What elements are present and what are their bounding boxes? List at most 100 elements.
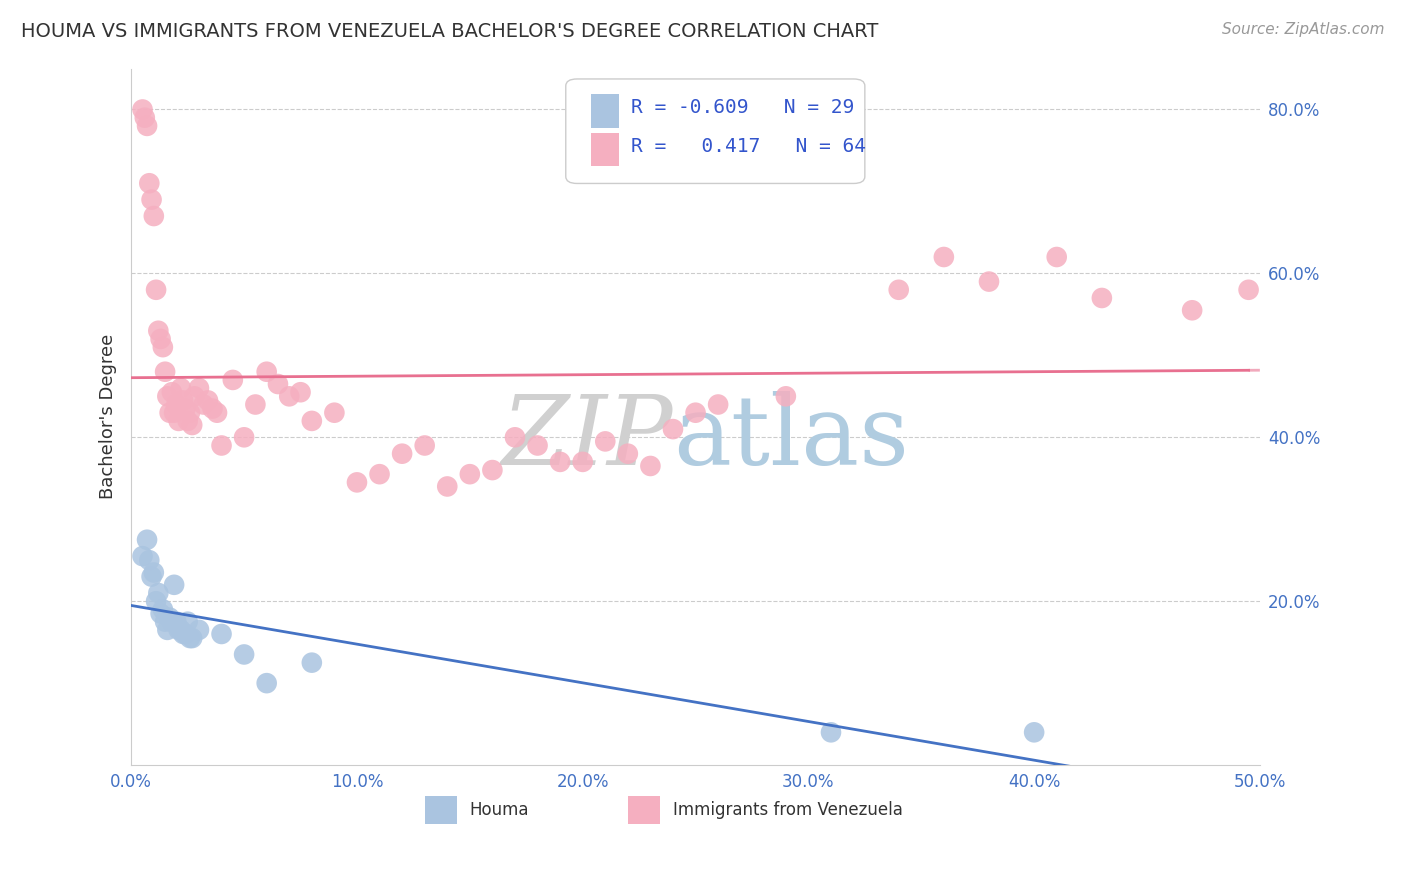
Point bbox=[152, 602, 174, 616]
Point bbox=[413, 438, 436, 452]
Point bbox=[301, 656, 323, 670]
Point bbox=[159, 610, 181, 624]
Point bbox=[1091, 291, 1114, 305]
Point bbox=[820, 725, 842, 739]
Point bbox=[932, 250, 955, 264]
Point bbox=[172, 393, 194, 408]
Point bbox=[131, 103, 153, 117]
Point bbox=[156, 389, 179, 403]
Point bbox=[571, 455, 593, 469]
Point bbox=[141, 569, 163, 583]
Point bbox=[165, 397, 187, 411]
Point bbox=[138, 176, 160, 190]
Point bbox=[256, 365, 278, 379]
Text: atlas: atlas bbox=[673, 391, 910, 484]
Point bbox=[617, 447, 640, 461]
Point bbox=[233, 648, 256, 662]
Point bbox=[163, 578, 186, 592]
Point bbox=[136, 119, 159, 133]
Point bbox=[267, 377, 290, 392]
Point bbox=[188, 381, 211, 395]
Point bbox=[170, 623, 193, 637]
Point bbox=[181, 631, 204, 645]
Point bbox=[640, 458, 662, 473]
Point bbox=[233, 430, 256, 444]
Point bbox=[148, 586, 170, 600]
Point bbox=[134, 111, 156, 125]
Y-axis label: Bachelor's Degree: Bachelor's Degree bbox=[100, 334, 117, 500]
Point bbox=[205, 406, 228, 420]
Point bbox=[170, 381, 193, 395]
Point bbox=[156, 623, 179, 637]
Point bbox=[145, 283, 167, 297]
Point bbox=[1181, 303, 1204, 318]
Point bbox=[179, 406, 201, 420]
Point bbox=[163, 406, 186, 420]
Point bbox=[153, 365, 176, 379]
Point bbox=[141, 193, 163, 207]
Point bbox=[174, 627, 197, 641]
Point bbox=[179, 631, 201, 645]
Point bbox=[436, 479, 458, 493]
Bar bbox=[591, 133, 619, 166]
Point bbox=[707, 397, 730, 411]
Point bbox=[131, 549, 153, 563]
Bar bbox=[425, 797, 457, 824]
Point bbox=[1024, 725, 1046, 739]
Point bbox=[149, 332, 172, 346]
FancyBboxPatch shape bbox=[565, 79, 865, 184]
Bar bbox=[628, 797, 661, 824]
Point bbox=[391, 447, 413, 461]
Point bbox=[153, 615, 176, 629]
Point bbox=[887, 283, 910, 297]
Point bbox=[167, 623, 190, 637]
Point bbox=[176, 615, 198, 629]
Point bbox=[167, 414, 190, 428]
Point bbox=[1046, 250, 1069, 264]
Point bbox=[160, 385, 183, 400]
Point bbox=[593, 434, 616, 449]
Point bbox=[977, 275, 1000, 289]
Point bbox=[211, 438, 233, 452]
Point bbox=[222, 373, 245, 387]
Point bbox=[176, 414, 198, 428]
Point bbox=[165, 615, 187, 629]
Point bbox=[503, 430, 526, 444]
Point bbox=[278, 389, 301, 403]
Text: Source: ZipAtlas.com: Source: ZipAtlas.com bbox=[1222, 22, 1385, 37]
Point bbox=[662, 422, 685, 436]
Text: Houma: Houma bbox=[470, 801, 529, 820]
Point bbox=[159, 406, 181, 420]
Point bbox=[775, 389, 797, 403]
Point bbox=[142, 566, 165, 580]
Point bbox=[256, 676, 278, 690]
Point bbox=[245, 397, 267, 411]
Point bbox=[346, 475, 368, 490]
Text: HOUMA VS IMMIGRANTS FROM VENEZUELA BACHELOR'S DEGREE CORRELATION CHART: HOUMA VS IMMIGRANTS FROM VENEZUELA BACHE… bbox=[21, 22, 879, 41]
Point bbox=[138, 553, 160, 567]
Point bbox=[181, 417, 204, 432]
Point bbox=[201, 401, 224, 416]
Text: R = -0.609   N = 29: R = -0.609 N = 29 bbox=[631, 98, 855, 118]
Text: R =   0.417   N = 64: R = 0.417 N = 64 bbox=[631, 136, 866, 156]
Point bbox=[548, 455, 571, 469]
Point bbox=[301, 414, 323, 428]
Point bbox=[160, 615, 183, 629]
Point bbox=[197, 393, 219, 408]
Text: ZIP: ZIP bbox=[502, 391, 673, 484]
Point bbox=[152, 340, 174, 354]
Point bbox=[149, 607, 172, 621]
Point bbox=[685, 406, 707, 420]
Text: Immigrants from Venezuela: Immigrants from Venezuela bbox=[673, 801, 903, 820]
Point bbox=[481, 463, 503, 477]
Point bbox=[136, 533, 159, 547]
Point bbox=[1237, 283, 1260, 297]
Point bbox=[148, 324, 170, 338]
Point bbox=[188, 623, 211, 637]
Point bbox=[211, 627, 233, 641]
Point bbox=[142, 209, 165, 223]
Point bbox=[193, 397, 215, 411]
Point bbox=[458, 467, 481, 482]
Point bbox=[174, 401, 197, 416]
Point bbox=[290, 385, 312, 400]
